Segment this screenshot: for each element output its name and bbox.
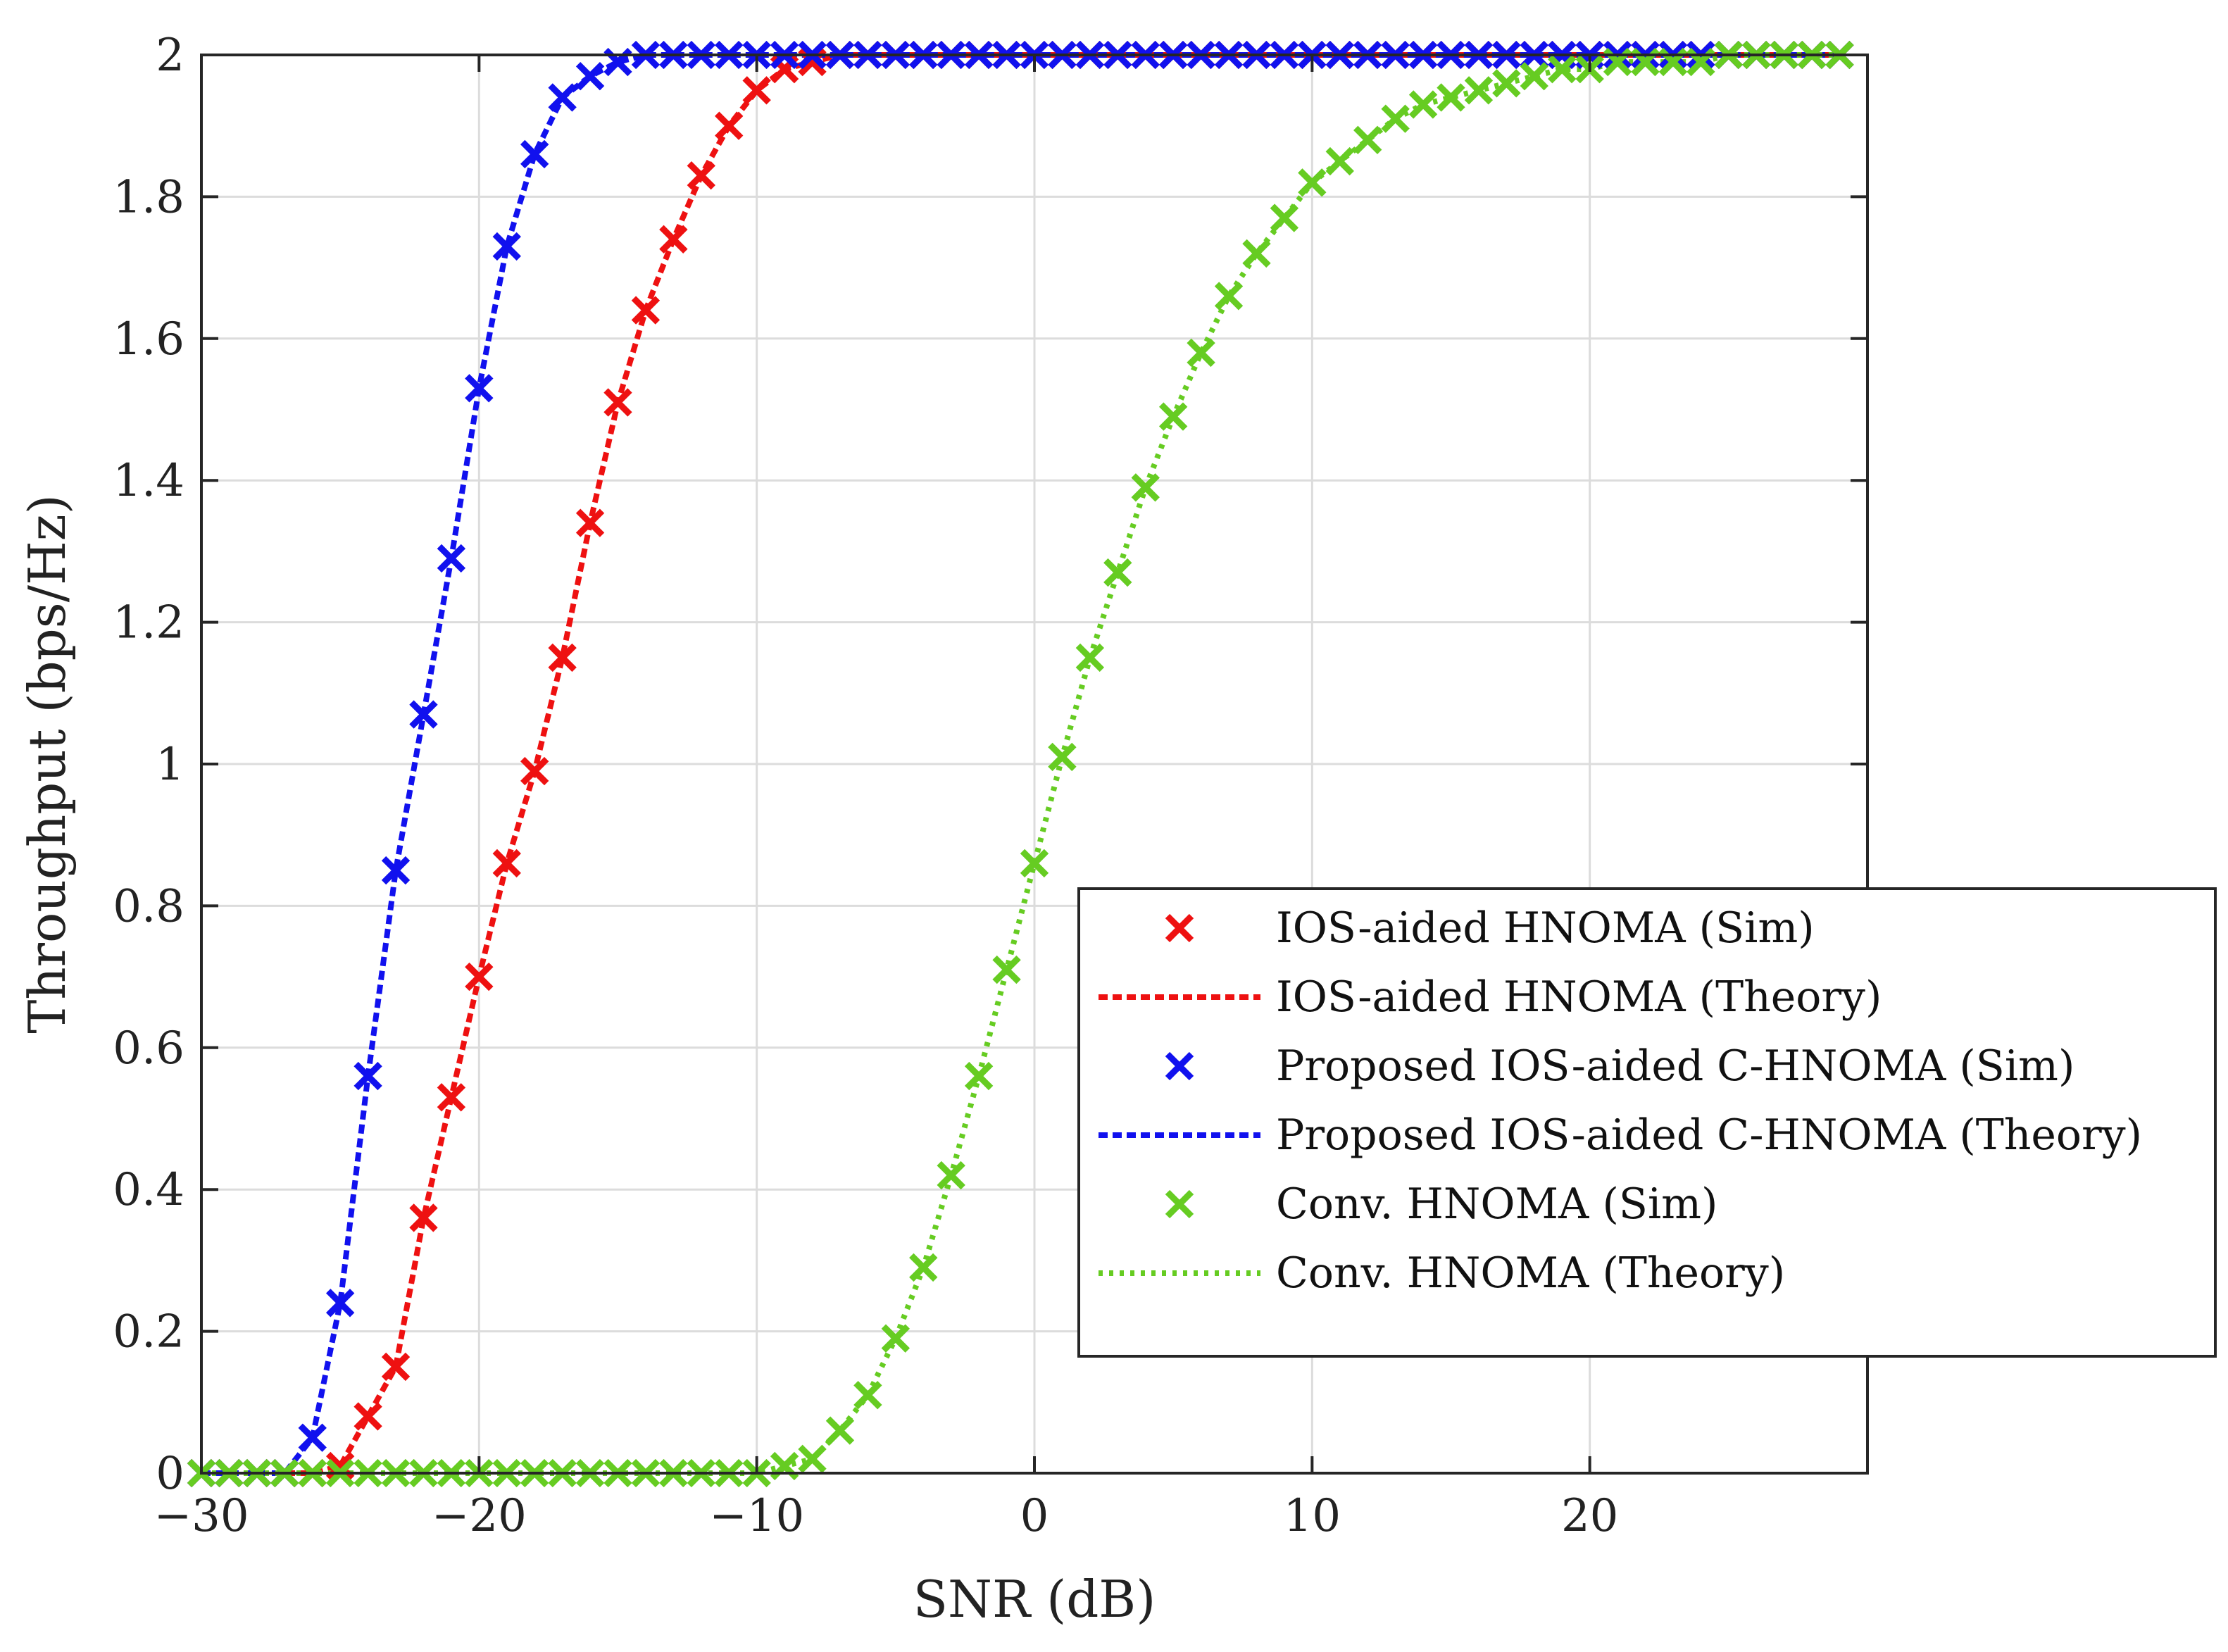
series-2-point <box>1075 643 1105 672</box>
series-0-point <box>687 161 715 190</box>
series-1-point <box>520 139 549 169</box>
series-2-point <box>1020 849 1049 878</box>
series-2-point <box>1242 239 1271 268</box>
series-1-point <box>492 232 521 261</box>
series-1-point <box>548 83 577 112</box>
x-tick-label: −20 <box>432 1490 527 1542</box>
y-tick-label: 2 <box>156 30 184 82</box>
series-1-point <box>381 856 411 885</box>
legend-marker-sim <box>1165 1189 1194 1219</box>
series-2-point <box>1381 104 1410 133</box>
x-tick-label: −10 <box>709 1490 804 1542</box>
series-2-point <box>1520 62 1548 91</box>
series-0-point <box>492 849 521 878</box>
series-2-point <box>1270 204 1299 232</box>
y-tick-label: 0.2 <box>113 1306 184 1358</box>
series-2-point <box>1214 282 1244 311</box>
series-0-point <box>381 1352 411 1382</box>
legend-entry-theory: Proposed IOS-aided C-HNOMA (Theory) <box>1276 1110 2142 1160</box>
x-tick-label: −30 <box>154 1490 249 1542</box>
y-tick-label: 1.2 <box>113 597 184 649</box>
series-2-point <box>1492 69 1521 98</box>
series-2-point <box>1408 90 1438 119</box>
y-tick-label: 0.6 <box>113 1022 184 1075</box>
x-axis-label: SNR (dB) <box>913 1570 1156 1629</box>
series-2-point <box>1048 742 1077 772</box>
legend-box <box>1077 887 2217 1358</box>
series-1-point <box>409 700 438 729</box>
series-1-point <box>353 1061 382 1091</box>
series-0-point <box>715 111 744 140</box>
x-tick-label: 0 <box>1020 1490 1049 1542</box>
y-tick-label: 1.6 <box>113 313 184 365</box>
y-tick-label: 1.4 <box>113 455 184 507</box>
series-2-point <box>992 955 1021 984</box>
y-tick-label: 1 <box>156 739 184 791</box>
series-0-point <box>465 962 494 991</box>
series-2-point <box>825 1416 855 1445</box>
series-0-point <box>659 225 688 254</box>
series-0-point <box>520 756 549 786</box>
series-2-point <box>1103 558 1132 587</box>
y-tick-label: 0 <box>156 1448 184 1500</box>
legend-marker-sim <box>1165 913 1194 943</box>
legend: IOS-aided HNOMA (Sim) IOS-aided HNOMA (Th… <box>1077 887 2217 1358</box>
x-tick-label: 10 <box>1284 1490 1341 1542</box>
series-line-2 <box>201 52 1840 1476</box>
series-1-point <box>325 1289 355 1318</box>
series-2-point <box>1187 338 1215 368</box>
series-0-point <box>603 388 632 417</box>
legend-entry-sim: IOS-aided HNOMA (Sim) <box>1276 903 1815 953</box>
series-2-point <box>964 1061 994 1091</box>
y-tick-label: 0.4 <box>113 1164 184 1216</box>
series-0-point <box>548 643 577 672</box>
legend-entry-theory: IOS-aided HNOMA (Theory) <box>1276 972 1882 1022</box>
y-tick-label: 1.8 <box>113 171 184 223</box>
series-0-point <box>742 76 771 105</box>
series-2-point <box>1325 146 1354 176</box>
legend-entry-theory: Conv. HNOMA (Theory) <box>1276 1249 1785 1298</box>
series-0-point <box>353 1402 382 1431</box>
legend-marker-sim <box>1165 1051 1194 1081</box>
series-2-point <box>1464 76 1494 105</box>
legend-entry-sim: Conv. HNOMA (Sim) <box>1276 1179 1717 1229</box>
series-2-point <box>881 1324 910 1353</box>
series-2-point <box>1158 402 1188 431</box>
series-1-point <box>575 62 605 91</box>
series-2-point <box>1353 125 1382 155</box>
series-0-point <box>437 1083 466 1112</box>
series-2-point <box>1437 83 1465 112</box>
y-tick-label: 0.8 <box>113 880 184 932</box>
series-0-point <box>409 1203 438 1232</box>
y-axis-label: Throughput (bps/Hz) <box>18 494 77 1034</box>
series-0-point <box>575 508 605 537</box>
series-2-point <box>853 1381 882 1410</box>
series-1-point <box>298 1423 327 1452</box>
series-2-point <box>798 1444 827 1474</box>
legend-entry-sim: Proposed IOS-aided C-HNOMA (Sim) <box>1276 1041 2074 1091</box>
series-2-point <box>1131 473 1160 502</box>
series-2-point <box>1548 54 1577 84</box>
series-1-point <box>437 544 466 573</box>
series-2-point <box>909 1253 938 1282</box>
series-1-point <box>465 374 494 403</box>
series-2-point <box>1298 168 1327 197</box>
series-0-point <box>631 296 661 325</box>
series-2-point <box>937 1160 965 1190</box>
x-tick-label: 20 <box>1561 1490 1618 1542</box>
